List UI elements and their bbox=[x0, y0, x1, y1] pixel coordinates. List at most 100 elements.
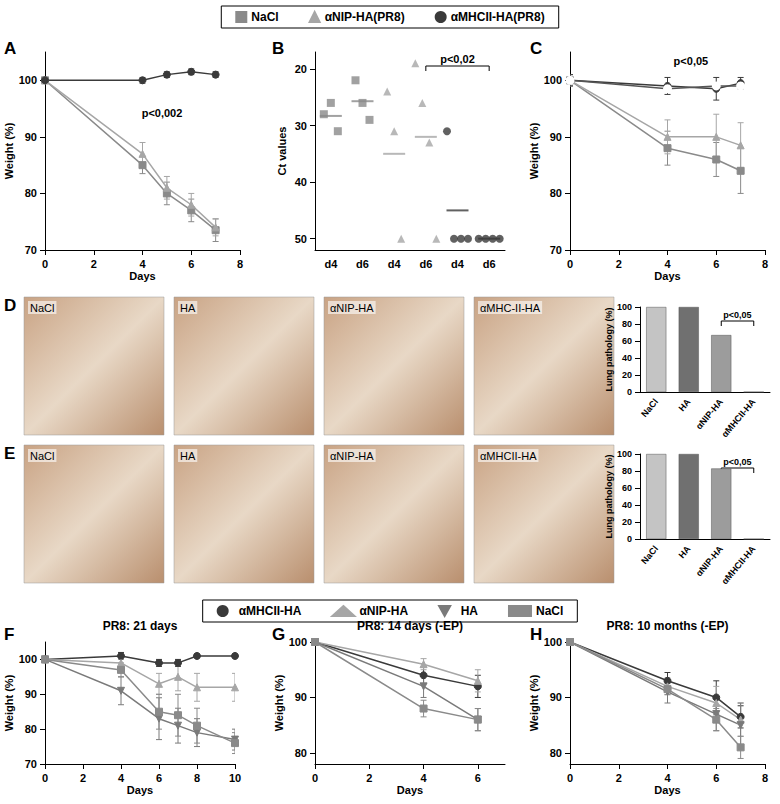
svg-text:90: 90 bbox=[550, 691, 562, 703]
svg-text:20: 20 bbox=[622, 517, 632, 527]
svg-text:PR8: 10 months (-EP): PR8: 10 months (-EP) bbox=[606, 619, 728, 633]
svg-text:Days: Days bbox=[397, 784, 423, 796]
svg-text:2: 2 bbox=[80, 772, 86, 784]
svg-text:αNIP-HA(PR8): αNIP-HA(PR8) bbox=[325, 10, 405, 24]
svg-text:p<0,02: p<0,02 bbox=[440, 53, 475, 65]
svg-text:90: 90 bbox=[550, 131, 562, 143]
svg-text:6: 6 bbox=[188, 258, 194, 270]
svg-text:6: 6 bbox=[713, 772, 719, 784]
svg-text:4: 4 bbox=[664, 258, 671, 270]
svg-text:70: 70 bbox=[25, 244, 37, 256]
svg-text:0: 0 bbox=[312, 772, 318, 784]
svg-text:p<0,05: p<0,05 bbox=[674, 55, 709, 67]
svg-text:αMHCII-HA: αMHCII-HA bbox=[720, 396, 758, 439]
svg-text:10: 10 bbox=[229, 772, 241, 784]
svg-text:B: B bbox=[272, 39, 284, 58]
svg-text:αMHCII-HA: αMHCII-HA bbox=[480, 450, 537, 462]
svg-text:6: 6 bbox=[713, 258, 719, 270]
svg-text:αNIP-HA: αNIP-HA bbox=[694, 396, 725, 431]
svg-text:HA: HA bbox=[677, 396, 693, 413]
svg-text:αNIP-HA: αNIP-HA bbox=[359, 604, 408, 618]
svg-text:80: 80 bbox=[25, 187, 37, 199]
svg-text:20: 20 bbox=[295, 63, 307, 75]
svg-text:Ct values: Ct values bbox=[276, 127, 288, 176]
svg-text:αMHC-II-HA: αMHC-II-HA bbox=[480, 302, 541, 314]
svg-text:4: 4 bbox=[421, 772, 428, 784]
svg-text:40: 40 bbox=[622, 353, 632, 363]
svg-text:αMHCII-HA: αMHCII-HA bbox=[720, 543, 758, 586]
svg-text:Days: Days bbox=[127, 784, 153, 796]
svg-text:D: D bbox=[4, 296, 16, 315]
svg-text:d4: d4 bbox=[388, 258, 402, 270]
svg-text:d6: d6 bbox=[419, 258, 432, 270]
svg-text:H: H bbox=[530, 625, 542, 644]
svg-text:80: 80 bbox=[550, 187, 562, 199]
svg-text:Days: Days bbox=[654, 270, 680, 282]
svg-text:8: 8 bbox=[762, 258, 768, 270]
svg-text:NaCl: NaCl bbox=[251, 10, 278, 24]
svg-text:80: 80 bbox=[622, 466, 632, 476]
svg-text:HA: HA bbox=[180, 450, 196, 462]
svg-text:Weight (%): Weight (%) bbox=[3, 674, 15, 731]
svg-text:4: 4 bbox=[664, 772, 671, 784]
svg-text:8: 8 bbox=[237, 258, 243, 270]
svg-text:80: 80 bbox=[622, 319, 632, 329]
svg-text:HA: HA bbox=[461, 604, 479, 618]
svg-text:Lung pathology (%): Lung pathology (%) bbox=[604, 455, 614, 539]
svg-text:6: 6 bbox=[475, 772, 481, 784]
svg-text:30: 30 bbox=[295, 120, 307, 132]
svg-text:100: 100 bbox=[19, 74, 37, 86]
svg-text:C: C bbox=[530, 39, 542, 58]
svg-text:Lung pathology (%): Lung pathology (%) bbox=[604, 308, 614, 392]
svg-text:70: 70 bbox=[25, 758, 37, 770]
svg-text:20: 20 bbox=[622, 370, 632, 380]
svg-text:100: 100 bbox=[289, 636, 307, 648]
svg-text:G: G bbox=[272, 625, 285, 644]
svg-text:p<0,002: p<0,002 bbox=[142, 107, 183, 119]
svg-text:2: 2 bbox=[91, 258, 97, 270]
svg-text:NaCl: NaCl bbox=[30, 302, 54, 314]
svg-text:100: 100 bbox=[544, 636, 562, 648]
svg-text:100: 100 bbox=[19, 653, 37, 665]
svg-text:0: 0 bbox=[627, 387, 632, 397]
svg-text:60: 60 bbox=[622, 336, 632, 346]
svg-text:100: 100 bbox=[617, 302, 632, 312]
svg-text:Weight (%): Weight (%) bbox=[273, 674, 285, 731]
svg-text:d6: d6 bbox=[356, 258, 369, 270]
svg-text:4: 4 bbox=[139, 258, 146, 270]
svg-text:d6: d6 bbox=[483, 258, 496, 270]
svg-text:Weight (%): Weight (%) bbox=[528, 122, 540, 179]
svg-text:2: 2 bbox=[616, 772, 622, 784]
svg-text:80: 80 bbox=[25, 723, 37, 735]
svg-text:HA: HA bbox=[677, 543, 693, 560]
svg-text:F: F bbox=[4, 625, 14, 644]
svg-text:90: 90 bbox=[25, 688, 37, 700]
svg-text:100: 100 bbox=[617, 449, 632, 459]
svg-text:PR8: 21 days: PR8: 21 days bbox=[103, 619, 178, 633]
svg-text:2: 2 bbox=[616, 258, 622, 270]
svg-text:A: A bbox=[4, 39, 16, 58]
svg-text:60: 60 bbox=[622, 483, 632, 493]
svg-text:80: 80 bbox=[295, 747, 307, 759]
svg-text:100: 100 bbox=[544, 74, 562, 86]
svg-text:αMHCII-HA: αMHCII-HA bbox=[239, 604, 302, 618]
svg-text:NaCl: NaCl bbox=[639, 397, 660, 419]
svg-text:0: 0 bbox=[627, 534, 632, 544]
svg-text:50: 50 bbox=[295, 233, 307, 245]
svg-text:40: 40 bbox=[622, 500, 632, 510]
svg-text:2: 2 bbox=[366, 772, 372, 784]
svg-text:p<0,05: p<0,05 bbox=[723, 310, 751, 320]
svg-text:Days: Days bbox=[129, 270, 155, 282]
svg-text:0: 0 bbox=[567, 772, 573, 784]
svg-text:Weight (%): Weight (%) bbox=[3, 122, 15, 179]
svg-text:6: 6 bbox=[156, 772, 162, 784]
svg-text:αNIP-HA: αNIP-HA bbox=[330, 302, 374, 314]
svg-text:8: 8 bbox=[194, 772, 200, 784]
svg-text:NaCl: NaCl bbox=[536, 604, 563, 618]
svg-text:4: 4 bbox=[118, 772, 125, 784]
svg-text:αNIP-HA: αNIP-HA bbox=[330, 450, 374, 462]
svg-text:0: 0 bbox=[42, 258, 48, 270]
svg-text:Days: Days bbox=[654, 784, 680, 796]
svg-text:70: 70 bbox=[550, 244, 562, 256]
svg-text:40: 40 bbox=[295, 176, 307, 188]
